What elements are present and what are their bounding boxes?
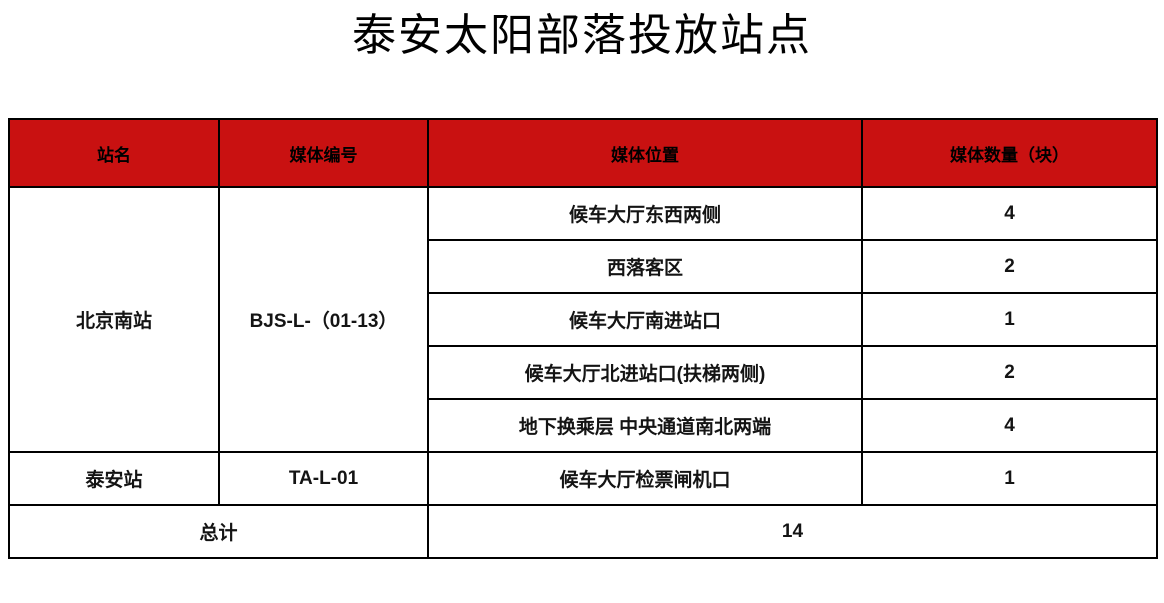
location-cell: 候车大厅北进站口(扶梯两侧) (427, 345, 863, 400)
page-title: 泰安太阳部落投放站点 (352, 11, 812, 60)
quantity-cell: 2 (861, 345, 1158, 400)
header-media-quantity: 媒体数量（块） (861, 118, 1158, 188)
station-cell-beijing-south: 北京南站 (8, 186, 220, 453)
media-code-cell-ta: TA-L-01 (218, 451, 429, 506)
table-header-row: 站名 媒体编号 媒体位置 媒体数量（块） (8, 118, 1158, 188)
table-row: 西落客区 2 (9, 239, 1158, 294)
table-row: 北京南站 BJS-L-（01-13） 候车大厅东西两侧 4 (8, 186, 1158, 453)
header-media-code: 媒体编号 (218, 118, 429, 188)
location-cell: 西落客区 (427, 239, 863, 294)
quantity-cell: 2 (861, 239, 1158, 294)
quantity-cell: 1 (861, 292, 1158, 347)
quantity-cell: 4 (861, 186, 1158, 241)
media-code-cell-bjs: BJS-L-（01-13） (218, 186, 429, 453)
location-cell: 地下换乘层 中央通道南北两端 (427, 398, 863, 453)
total-value-cell: 14 (427, 504, 1158, 559)
media-placement-table: 站名 媒体编号 媒体位置 媒体数量（块） 北京南站 BJS-L-（01-13） … (8, 118, 1158, 559)
table-row: 泰安站 TA-L-01 候车大厅检票闸机口 1 (8, 451, 1158, 506)
location-cell: 候车大厅南进站口 (427, 292, 863, 347)
table-row: 地下换乘层 中央通道南北两端 4 (9, 398, 1158, 453)
station-cell-taian: 泰安站 (8, 451, 220, 506)
table-row: 候车大厅北进站口(扶梯两侧) 2 (9, 345, 1158, 400)
header-media-location: 媒体位置 (427, 118, 863, 188)
total-row: 总计 14 (8, 504, 1158, 559)
location-cell: 候车大厅东西两侧 (427, 186, 863, 241)
quantity-cell: 4 (861, 398, 1158, 453)
location-cell: 候车大厅检票闸机口 (427, 451, 863, 506)
table-row: 候车大厅南进站口 1 (9, 292, 1158, 347)
total-label-cell: 总计 (8, 504, 429, 559)
header-station-name: 站名 (8, 118, 220, 188)
quantity-cell: 1 (861, 451, 1158, 506)
